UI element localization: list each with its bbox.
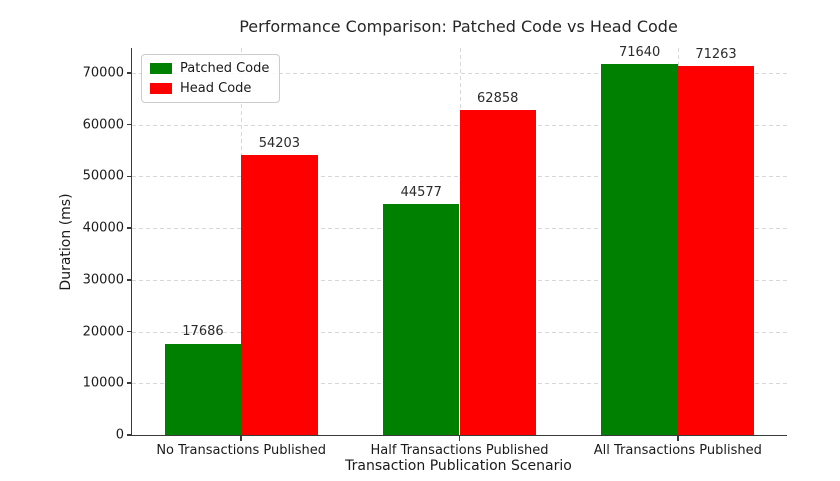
bar-patched-code <box>164 343 242 435</box>
x-tick-label: Half Transactions Published <box>370 443 549 458</box>
bar-value-label: 71263 <box>695 47 737 63</box>
bar-value-label: 71640 <box>618 45 661 61</box>
y-tick-label: 30000 <box>82 272 124 288</box>
y-axis-label: Duration (ms) <box>58 193 74 291</box>
bar-value-label: 17686 <box>182 324 224 340</box>
x-tick-label: No Transactions Published <box>156 443 326 458</box>
y-tick-mark <box>127 278 132 281</box>
bar-head-code <box>677 66 755 435</box>
legend-label: Head Code <box>180 81 252 96</box>
y-tick-mark <box>127 123 132 126</box>
y-tick-mark <box>127 175 132 178</box>
bar-value-label: 44577 <box>400 185 442 201</box>
y-tick-mark <box>127 434 132 436</box>
y-tick-label: 10000 <box>82 375 124 391</box>
x-tick-mark <box>458 436 461 441</box>
y-tick-mark <box>127 72 132 74</box>
y-tick-label: 0 <box>115 427 124 443</box>
legend-swatch-patched-code <box>150 63 172 74</box>
y-tick-label: 60000 <box>82 117 124 133</box>
legend-swatch-head-code <box>150 83 172 94</box>
x-tick-mark <box>240 436 242 441</box>
chart-title: Performance Comparison: Patched Code vs … <box>239 17 678 36</box>
legend-label: Patched Code <box>180 61 270 76</box>
bar-head-code <box>459 109 536 435</box>
y-tick-mark <box>127 382 132 385</box>
y-tick-label: 40000 <box>82 220 124 236</box>
legend-item: Head Code <box>150 81 269 96</box>
y-tick-label: 50000 <box>82 168 124 184</box>
y-tick-mark <box>127 227 132 229</box>
x-axis-label: Transaction Publication Scenario <box>345 458 572 474</box>
legend: Patched Code Head Code <box>141 54 281 103</box>
legend-item: Patched Code <box>150 61 269 76</box>
bar-value-label: 62858 <box>477 90 519 106</box>
bar-patched-code <box>383 204 460 435</box>
x-tick-label: All Transactions Published <box>593 443 762 458</box>
y-tick-mark <box>127 330 132 333</box>
y-tick-label: 20000 <box>82 324 124 340</box>
bar-value-label: 54203 <box>258 135 301 151</box>
y-tick-label: 70000 <box>82 65 124 81</box>
x-tick-mark <box>677 436 679 441</box>
plot-area: Patched Code Head Code 0 10000 20000 30000 40… <box>83 45 787 458</box>
bar-patched-code <box>601 64 678 435</box>
bar-head-code <box>241 154 318 435</box>
